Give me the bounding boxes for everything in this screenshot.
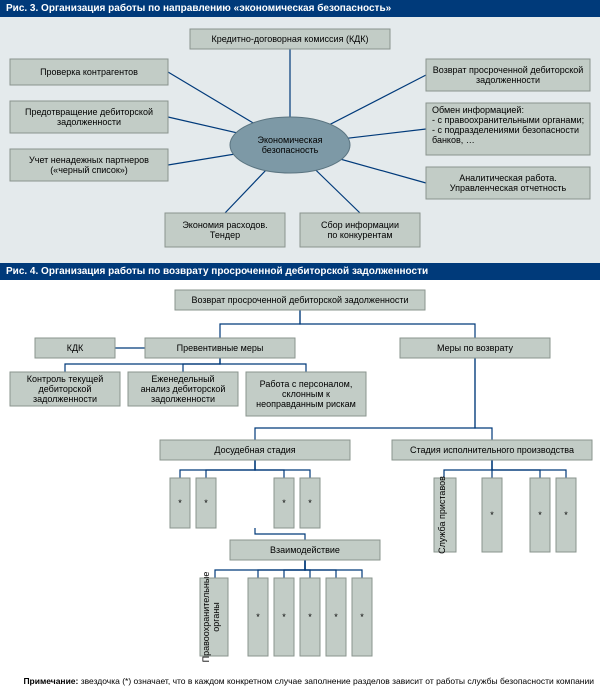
svg-text:*: * bbox=[564, 510, 568, 520]
svg-text:Работа с персоналом,: Работа с персоналом, bbox=[260, 379, 353, 389]
svg-text:*: * bbox=[178, 498, 182, 508]
svg-text:дебиторской: дебиторской bbox=[39, 384, 92, 394]
svg-text:Превентивные меры: Превентивные меры bbox=[177, 343, 264, 353]
figure-4: Рис. 4. Организация работы по возврату п… bbox=[0, 263, 600, 690]
svg-text:Меры по возврату: Меры по возврату bbox=[437, 343, 513, 353]
svg-text:Взаимодействие: Взаимодействие bbox=[270, 545, 340, 555]
svg-text:Еженедельный: Еженедельный bbox=[151, 374, 214, 384]
svg-text:- с подразделениями безопаснос: - с подразделениями безопасности bbox=[432, 125, 579, 135]
svg-text:Экономия расходов.: Экономия расходов. bbox=[182, 220, 267, 230]
svg-text:Служба приставов: Служба приставов bbox=[437, 476, 447, 554]
svg-text:Проверка контрагентов: Проверка контрагентов bbox=[40, 67, 138, 77]
footnote-bold: Примечание: bbox=[23, 676, 78, 686]
svg-text:задолженности: задолженности bbox=[151, 394, 215, 404]
svg-text:Управленческая отчетность: Управленческая отчетность bbox=[450, 183, 567, 193]
svg-text:*: * bbox=[204, 498, 208, 508]
svg-text:Предотвращение дебиторской: Предотвращение дебиторской bbox=[25, 107, 153, 117]
svg-text:*: * bbox=[360, 612, 364, 622]
figure-3-diagram: Экономическаябезопасность Кредитно-догово… bbox=[0, 17, 600, 263]
svg-text:Тендер: Тендер bbox=[210, 230, 240, 240]
svg-text:Экономическая: Экономическая bbox=[258, 135, 323, 145]
svg-text:безопасность: безопасность bbox=[262, 145, 319, 155]
svg-text:анализ дебиторской: анализ дебиторской bbox=[141, 384, 226, 394]
svg-text:*: * bbox=[282, 612, 286, 622]
footnote-text: звездочка (*) означает, что в каждом кон… bbox=[78, 676, 594, 686]
svg-text:- с правоохранительными органа: - с правоохранительными органами; bbox=[432, 115, 584, 125]
svg-text:Кредитно-договорная комиссия (: Кредитно-договорная комиссия (КДК) bbox=[211, 34, 368, 44]
figure-3-title: Рис. 3. Организация работы по направлени… bbox=[0, 0, 600, 17]
svg-text:*: * bbox=[490, 510, 494, 520]
svg-text:по конкурентам: по конкурентам bbox=[327, 230, 392, 240]
svg-text:Аналитическая работа.: Аналитическая работа. bbox=[459, 173, 557, 183]
svg-text:Возврат просроченной дебиторск: Возврат просроченной дебиторской bbox=[433, 65, 584, 75]
figure-4-diagram: Возврат просроченной дебиторской задолже… bbox=[0, 280, 600, 672]
svg-text:*: * bbox=[538, 510, 542, 520]
svg-text:органы: органы bbox=[211, 602, 221, 632]
svg-text:*: * bbox=[282, 498, 286, 508]
svg-text:Обмен информацией:: Обмен информацией: bbox=[432, 105, 524, 115]
figure-4-title: Рис. 4. Организация работы по возврату п… bbox=[0, 263, 600, 280]
svg-text:Правоохранительные: Правоохранительные bbox=[201, 572, 211, 663]
svg-text:неоправданным рискам: неоправданным рискам bbox=[256, 399, 356, 409]
svg-text:Сбор информации: Сбор информации bbox=[321, 220, 399, 230]
svg-text:*: * bbox=[308, 612, 312, 622]
svg-text:Досудебная стадия: Досудебная стадия bbox=[214, 445, 295, 455]
svg-text:*: * bbox=[256, 612, 260, 622]
svg-text:*: * bbox=[308, 498, 312, 508]
svg-text:Возврат просроченной дебиторск: Возврат просроченной дебиторской задолже… bbox=[191, 295, 408, 305]
svg-text:Учет ненадежных партнеров: Учет ненадежных партнеров bbox=[29, 155, 149, 165]
figure-4-footnote: Примечание: звездочка (*) означает, что … bbox=[0, 672, 600, 690]
svg-text:Контроль текущей: Контроль текущей bbox=[27, 374, 104, 384]
svg-text:Стадия исполнительного произво: Стадия исполнительного производства bbox=[410, 445, 574, 455]
svg-text:(«черный список»): («черный список») bbox=[50, 165, 128, 175]
svg-text:задолженности: задолженности bbox=[57, 117, 121, 127]
figure-3: Рис. 3. Организация работы по направлени… bbox=[0, 0, 600, 263]
svg-text:банков, …: банков, … bbox=[432, 135, 475, 145]
svg-text:КДК: КДК bbox=[67, 343, 84, 353]
svg-text:задолженности: задолженности bbox=[476, 75, 540, 85]
svg-text:*: * bbox=[334, 612, 338, 622]
svg-text:склонным к: склонным к bbox=[282, 389, 330, 399]
svg-text:задолженности: задолженности bbox=[33, 394, 97, 404]
